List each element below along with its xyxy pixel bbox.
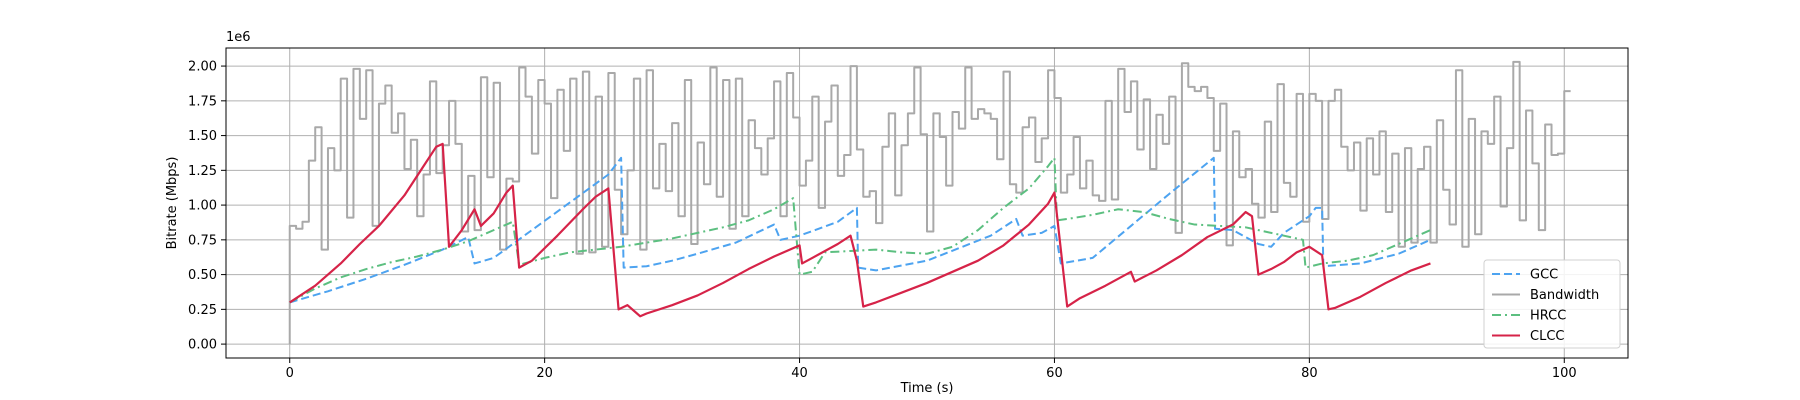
y-tick-label: 0.00 <box>188 338 217 353</box>
x-axis-label: Time (s) <box>900 381 954 396</box>
y-tick-label: 0.50 <box>188 268 217 283</box>
y-tick-label: 1.25 <box>188 164 217 179</box>
series-line-hrcc <box>289 156 1431 304</box>
ticks: 0 20 40 60 80 100 0.00 0.25 0.50 0.75 1.00 1.25 1.50… <box>188 60 1577 381</box>
legend-label-hrcc: HRCC <box>1530 309 1566 324</box>
legend-label-gcc: GCC <box>1530 268 1558 283</box>
series-line-bandwidth <box>288 60 1571 345</box>
plot-frame <box>225 47 1629 359</box>
y-tick-label: 0.25 <box>188 303 217 318</box>
series-line-gcc <box>289 156 1431 304</box>
legend-box <box>1483 259 1621 349</box>
x-tick-label: 40 <box>791 366 808 381</box>
y-tick-label: 1.00 <box>188 199 217 214</box>
y-tick-label: 2.00 <box>188 60 217 75</box>
series-layer <box>288 60 1571 345</box>
series-line-clcc <box>289 142 1431 318</box>
x-tick-label: 100 <box>1552 366 1577 381</box>
legend: GCC Bandwidth HRCC CLCC <box>1483 259 1621 349</box>
y-offset-label: 1e6 <box>226 30 251 45</box>
x-tick-label: 20 <box>536 366 553 381</box>
y-tick-label: 1.50 <box>188 129 217 144</box>
x-tick-label: 80 <box>1301 366 1318 381</box>
legend-label-bandwidth: Bandwidth <box>1530 288 1599 303</box>
legend-label-clcc: CLCC <box>1530 329 1564 344</box>
y-tick-label: 0.75 <box>188 233 217 248</box>
x-tick-label: 0 <box>286 366 294 381</box>
y-axis-label: Bitrate (Mbps) <box>165 157 180 250</box>
x-tick-label: 60 <box>1046 366 1063 381</box>
y-tick-label: 1.75 <box>188 94 217 109</box>
